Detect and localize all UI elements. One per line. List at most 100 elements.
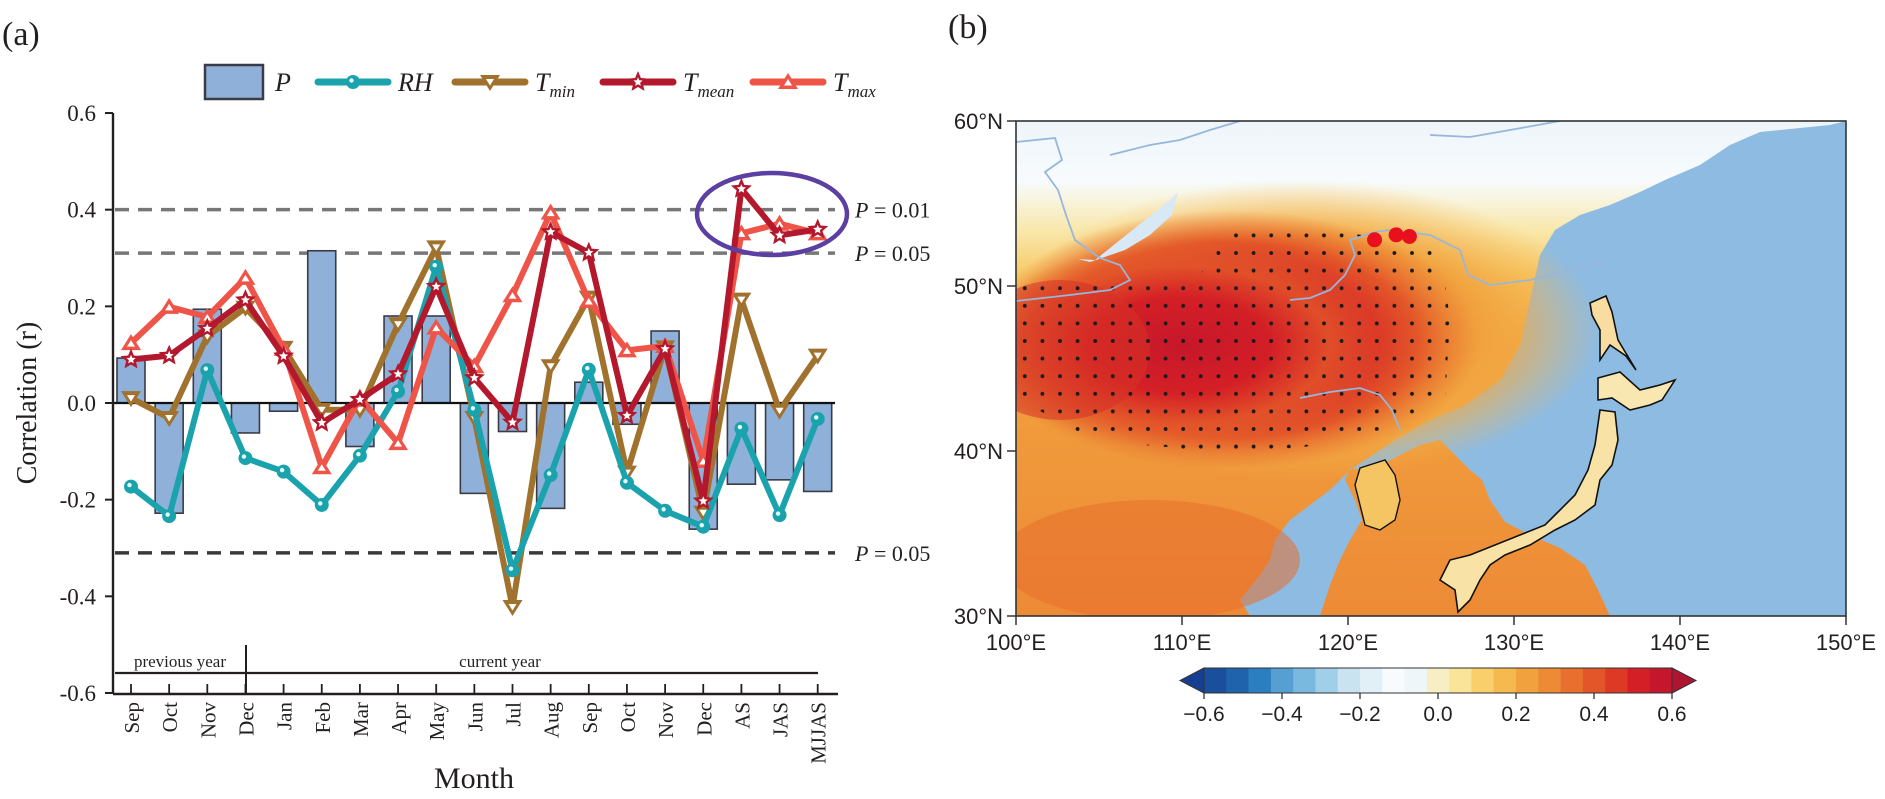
panel-label-a: (a) <box>2 16 40 53</box>
point-tmean-inner <box>736 184 746 193</box>
map-y-ticks: 60°N 50°N 40°N 30°N <box>954 109 1016 629</box>
point-tmean-inner <box>317 418 327 427</box>
point-tmin-inner <box>508 603 517 611</box>
point-tmin-inner <box>775 407 784 415</box>
x-tick-label: Jun <box>463 702 487 732</box>
map-y-tick-label: 40°N <box>954 439 1003 464</box>
y-tick-label: 0.4 <box>67 198 96 223</box>
point-tmean-inner <box>355 394 365 404</box>
site-markers <box>1367 227 1417 248</box>
y-tick-label: -0.4 <box>60 584 97 609</box>
point-rh-highlight <box>318 501 323 506</box>
colorbar-bin <box>1426 668 1450 693</box>
map-x-tick-label: 120°E <box>1318 630 1378 655</box>
point-tmax-inner <box>546 209 555 217</box>
map-field <box>1016 121 1846 616</box>
colorbar-bin <box>1270 668 1294 693</box>
point-tmean-inner <box>584 247 594 257</box>
significance-stipple <box>1016 225 1450 450</box>
point-tmean-inner <box>279 351 289 360</box>
colorbar-bin <box>1560 668 1584 693</box>
period-label: previous year <box>134 652 226 671</box>
point-rh-highlight <box>432 263 437 268</box>
point-rh-highlight <box>470 406 476 411</box>
point-rh-highlight <box>546 471 552 476</box>
y-tick-label: -0.2 <box>60 488 96 513</box>
colorbar-bin <box>1404 668 1428 693</box>
japan-honshu <box>1438 409 1619 614</box>
rivers <box>1016 121 1611 431</box>
x-tick-label: Dec <box>234 702 258 736</box>
colorbar-bin <box>1449 668 1473 693</box>
significance-label: P = 0.05 <box>854 241 930 266</box>
legend-label: RH <box>397 68 434 97</box>
point-rh-highlight <box>127 482 132 488</box>
colorbar: −0.6 −0.4 −0.2 0.0 0.2 0.4 0.6 <box>1178 667 1698 726</box>
point-rh-highlight <box>356 451 361 457</box>
map-y-tick-label: 30°N <box>954 604 1003 629</box>
site-marker <box>1367 232 1383 248</box>
y-tick-label: 0.0 <box>67 391 96 416</box>
point-tmax-inner <box>317 464 326 471</box>
point-tmean-inner <box>622 410 632 420</box>
point-tmean-inner <box>240 295 250 304</box>
point-rh-highlight <box>585 365 590 371</box>
map-x-tick-label: 140°E <box>1650 630 1710 655</box>
y-tick-label: -0.6 <box>60 681 96 706</box>
legend: P RH Tmin Tmean Tmax <box>203 63 876 101</box>
point-tmax-inner <box>737 230 746 237</box>
lake-baikal <box>1078 192 1178 262</box>
x-ticks: Sep Oct Nov Dec Jan Feb Mar Apr May Jun Jul Aug Sep O… <box>120 684 831 764</box>
point-tmean-inner <box>698 496 708 505</box>
colorbar-tick-label: 0.0 <box>1423 703 1452 726</box>
point-tmean-inner <box>507 417 518 427</box>
point-tmax-inner <box>775 220 784 228</box>
colorbar-bin <box>1293 668 1317 693</box>
point-tmin-inner <box>317 406 326 414</box>
series-lines <box>120 177 829 616</box>
map-x-ticks: 100°E 110°E 120°E 130°E 140°E 150°E <box>986 616 1876 655</box>
point-tmax-inner <box>584 298 593 305</box>
colorbar-bin <box>1605 668 1629 693</box>
point-rh-highlight <box>737 424 743 430</box>
period-brackets: previous year current year <box>115 645 818 694</box>
legend-item-tmin: Tmin <box>451 68 575 101</box>
significance-lines: P = 0.01 P = 0.05 P = 0.05 <box>115 198 930 566</box>
legend-marker-highlight <box>349 78 354 83</box>
colorbar-tick-label: −0.2 <box>1339 703 1380 726</box>
y-axis-label: Correlation (r) <box>12 322 43 485</box>
colorbar-bin <box>1226 668 1250 693</box>
point-tmean-inner <box>393 369 403 378</box>
point-tmin-inner <box>355 406 364 414</box>
y-ticks: 0.6 0.4 0.2 0.0 -0.2 -0.4 -0.6 <box>60 101 113 706</box>
panel-label-b: (b) <box>948 9 988 46</box>
point-rh-highlight <box>279 467 285 473</box>
legend-label: Tmean <box>683 68 734 101</box>
legend-label: Tmin <box>535 68 575 101</box>
point-tmean-inner <box>164 350 174 360</box>
legend-label: Tmax <box>833 68 876 101</box>
significance-label: P = 0.05 <box>854 541 930 566</box>
colorbar-min-extend <box>1178 667 1205 694</box>
point-tmax-inner <box>165 303 174 311</box>
x-tick-label: Feb <box>311 702 335 734</box>
point-tmean-inner <box>660 344 670 353</box>
legend-marker-inner <box>486 79 494 86</box>
x-tick-label: Apr <box>387 702 411 735</box>
legend-item-rh: RH <box>314 68 434 97</box>
point-rh-highlight <box>775 511 781 516</box>
point-tmean-inner <box>431 281 441 291</box>
colorbar-bin <box>1337 668 1361 693</box>
point-tmin-inner <box>737 296 746 304</box>
colorbar-bin <box>1315 668 1339 693</box>
warm-south <box>1016 500 1300 616</box>
point-tmax-inner <box>127 340 135 347</box>
map-x-tick-label: 100°E <box>986 630 1046 655</box>
x-tick-label: Nov <box>654 702 678 739</box>
point-tmax-inner <box>508 292 517 299</box>
series-tmean <box>120 177 829 510</box>
x-tick-label: Dec <box>692 702 716 736</box>
map-x-tick-label: 110°E <box>1153 630 1212 655</box>
colorbar-tick-label: 0.4 <box>1579 703 1609 726</box>
colorbar-max-extend <box>1671 667 1698 694</box>
